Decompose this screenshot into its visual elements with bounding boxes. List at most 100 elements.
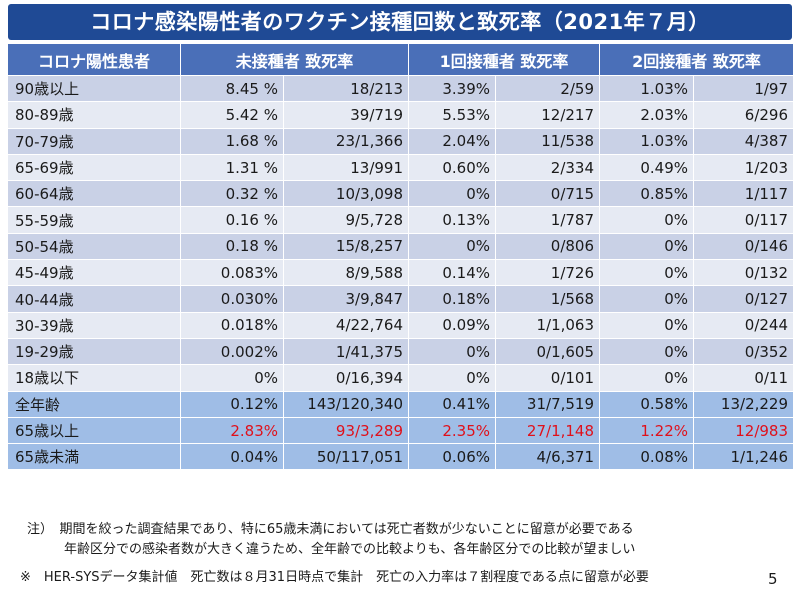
age-group-cell: 65-69歳: [7, 153, 181, 182]
fatality-rate-cell: 0.04%: [180, 443, 284, 471]
death-count-cell: 1/41,375: [282, 337, 410, 366]
table-row: 70-79歳 1.68 % 23/1,366 2.04% 11/538 1.03% 4/38…: [7, 127, 795, 155]
age-group-cell: 65歳未満: [7, 443, 181, 471]
table-row: 30-39歳 0.018% 4/22,764 0.09% 1/1,063 0% 0/244: [7, 311, 795, 339]
death-count-cell: 3/9,847: [282, 285, 410, 313]
death-count-cell: 13/2,229: [693, 390, 795, 418]
fatality-rate-cell: 0.06%: [408, 443, 497, 471]
fatality-rate-cell: 0.030%: [180, 285, 284, 313]
note-line-1: 注） 期間を絞った調査結果であり、特に65歳未満においては死亡者数が少ないことに…: [27, 522, 634, 537]
age-group-cell: 55-59歳: [7, 206, 181, 234]
death-count-cell: 15/8,257: [282, 232, 410, 261]
fatality-rate-cell: 0.41%: [408, 390, 497, 418]
death-count-cell: 13/991: [282, 153, 410, 182]
table-row: 80-89歳 5.42 % 39/719 5.53% 12/217 2.03% 6/296: [7, 101, 795, 129]
fatality-rate-cell: 0%: [408, 337, 497, 366]
table-row: 45-49歳 0.083% 8/9,588 0.14% 1/726 0% 0/132: [7, 259, 795, 287]
fatality-rate-cell: 0.09%: [408, 311, 497, 339]
fatality-rate-cell: 2.35%: [408, 416, 497, 445]
age-group-cell: 30-39歳: [7, 311, 181, 339]
death-count-cell: 2/59: [495, 74, 601, 103]
death-count-cell: 0/352: [693, 337, 795, 366]
fatality-rate-cell: 1.03%: [599, 74, 695, 103]
fatality-rate-cell: 0%: [408, 180, 497, 208]
header-age: コロナ陽性患者: [7, 43, 181, 76]
death-count-cell: 0/117: [693, 206, 795, 234]
fatality-rate-cell: 1.03%: [599, 127, 695, 155]
header-one-dose: 1回接種者 致死率: [408, 43, 601, 76]
death-count-cell: 6/296: [693, 101, 795, 129]
footnote: ※ HER-SYSデータ集計値 死亡数は８月31日時点で集計 死亡の入力率は７割…: [20, 570, 649, 585]
age-group-cell: 全年齢: [7, 390, 181, 418]
fatality-rate-cell: 0.58%: [599, 390, 695, 418]
table-row: 65歳以上 2.83% 93/3,289 2.35% 27/1,148 1.22% 12/9…: [7, 416, 795, 445]
fatality-rate-cell: 0%: [599, 206, 695, 234]
fatality-rate-cell: 3.39%: [408, 74, 497, 103]
fatality-rate-cell: 0.49%: [599, 153, 695, 182]
fatality-rate-cell: 0.08%: [599, 443, 695, 471]
title-bar: コロナ感染陽性者のワクチン接種回数と致死率（2021年７月）: [8, 4, 792, 40]
fatality-rate-cell: 0.14%: [408, 259, 497, 287]
age-group-cell: 90歳以上: [7, 74, 181, 103]
death-count-cell: 0/806: [495, 232, 601, 261]
table-row: 65歳未満 0.04% 50/117,051 0.06% 4/6,371 0.08% 1/1…: [7, 443, 795, 471]
fatality-rate-cell: 0.18 %: [180, 232, 284, 261]
death-count-cell: 143/120,340: [282, 390, 410, 418]
header-two-dose: 2回接種者 致死率: [599, 43, 795, 76]
page-title: コロナ感染陽性者のワクチン接種回数と致死率（2021年７月）: [90, 10, 710, 34]
death-count-cell: 39/719: [282, 101, 410, 129]
death-count-cell: 27/1,148: [495, 416, 601, 445]
death-count-cell: 1/203: [693, 153, 795, 182]
death-count-cell: 0/146: [693, 232, 795, 261]
fatality-rate-cell: 0%: [599, 337, 695, 366]
death-count-cell: 0/132: [693, 259, 795, 287]
fatality-rate-cell: 5.42 %: [180, 101, 284, 129]
table-row: 90歳以上 8.45 % 18/213 3.39% 2/59 1.03% 1/97: [7, 74, 795, 103]
fatality-rate-cell: 0.60%: [408, 153, 497, 182]
death-count-cell: 1/97: [693, 74, 795, 103]
death-count-cell: 0/16,394: [282, 364, 410, 392]
age-group-cell: 18歳以下: [7, 364, 181, 392]
table-row: 65-69歳 1.31 % 13/991 0.60% 2/334 0.49% 1/203: [7, 153, 795, 182]
death-count-cell: 31/7,519: [495, 390, 601, 418]
fatality-rate-cell: 0.16 %: [180, 206, 284, 234]
fatality-rate-cell: 1.22%: [599, 416, 695, 445]
fatality-rate-cell: 0%: [599, 285, 695, 313]
fatality-rate-cell: 1.68 %: [180, 127, 284, 155]
death-count-cell: 10/3,098: [282, 180, 410, 208]
death-count-cell: 1/1,063: [495, 311, 601, 339]
death-count-cell: 50/117,051: [282, 443, 410, 471]
death-count-cell: 11/538: [495, 127, 601, 155]
fatality-rate-cell: 1.31 %: [180, 153, 284, 182]
death-count-cell: 0/244: [693, 311, 795, 339]
death-count-cell: 12/217: [495, 101, 601, 129]
fatality-rate-cell: 2.04%: [408, 127, 497, 155]
note-line-2: 年齢区分での感染者数が大きく違うため、全年齢での比較よりも、各年齢区分での比較が…: [64, 542, 636, 557]
age-group-cell: 60-64歳: [7, 180, 181, 208]
fatality-rate-cell: 0%: [599, 232, 695, 261]
fatality-rate-cell: 0.083%: [180, 259, 284, 287]
death-count-cell: 93/3,289: [282, 416, 410, 445]
death-count-cell: 0/127: [693, 285, 795, 313]
age-group-cell: 65歳以上: [7, 416, 181, 445]
fatality-table: コロナ陽性患者 未接種者 致死率 1回接種者 致死率 2回接種者 致死率 90歳…: [7, 43, 795, 471]
age-group-cell: 45-49歳: [7, 259, 181, 287]
table-header-row: コロナ陽性患者 未接種者 致死率 1回接種者 致死率 2回接種者 致死率: [7, 43, 795, 76]
death-count-cell: 23/1,366: [282, 127, 410, 155]
fatality-rate-cell: 2.03%: [599, 101, 695, 129]
table-row: 55-59歳 0.16 % 9/5,728 0.13% 1/787 0% 0/117: [7, 206, 795, 234]
header-unvaccinated: 未接種者 致死率: [179, 43, 410, 76]
page-number: 5: [768, 570, 778, 588]
death-count-cell: 0/101: [495, 364, 601, 392]
fatality-rate-cell: 0%: [408, 364, 497, 392]
death-count-cell: 2/334: [495, 153, 601, 182]
fatality-rate-cell: 2.83%: [180, 416, 284, 445]
death-count-cell: 1/726: [495, 259, 601, 287]
fatality-rate-cell: 0%: [599, 311, 695, 339]
death-count-cell: 4/22,764: [282, 311, 410, 339]
table-row: 19-29歳 0.002% 1/41,375 0% 0/1,605 0% 0/352: [7, 337, 795, 366]
fatality-rate-cell: 5.53%: [408, 101, 497, 129]
fatality-rate-cell: 0.12%: [180, 390, 284, 418]
age-group-cell: 50-54歳: [7, 232, 181, 261]
table-row: 60-64歳 0.32 % 10/3,098 0% 0/715 0.85% 1/117: [7, 180, 795, 208]
